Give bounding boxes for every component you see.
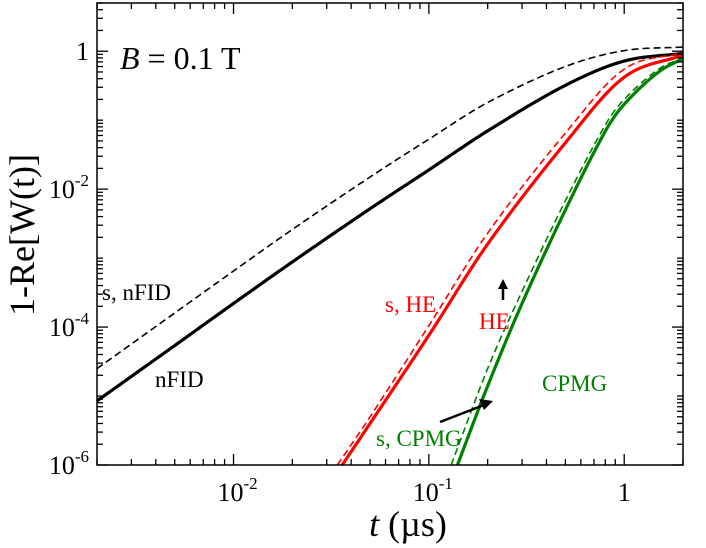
annotation-nfid: nFID — [155, 367, 204, 392]
x-tick-label-base: 1 — [618, 478, 631, 507]
x-axis-title-unit: (µs) — [379, 504, 447, 544]
y-tick-label: 10-2 — [49, 171, 89, 204]
curves-layer — [97, 46, 683, 465]
series-line-he — [340, 53, 683, 465]
x-tick-label: 10-1 — [413, 474, 453, 507]
x-tick-label-exponent: -2 — [243, 474, 257, 493]
plot-frame — [96, 2, 684, 466]
annotation-he: HE — [479, 309, 510, 334]
annotation-s-cpmg: s, CPMG — [376, 426, 462, 451]
y-tick-label: 10-4 — [49, 309, 90, 342]
x-tick-label-exponent: -1 — [439, 474, 453, 493]
series-line-s-cpmg — [450, 57, 683, 465]
y-axis-title: 1-Re[W(t)] — [2, 154, 42, 316]
y-tick-label-base: 1 — [76, 37, 89, 66]
y-tick-label-base: 10 — [49, 451, 75, 480]
y-tick-label: 1 — [76, 37, 89, 66]
field-label-var: B — [120, 40, 140, 76]
annotation-s-nfid: s, nFID — [102, 280, 171, 305]
field-label: B = 0.1 T — [120, 40, 241, 76]
x-axis-title-var: t — [369, 504, 380, 544]
ticks-layer: 10-2 10-1 110-610-410-21 — [49, 2, 684, 507]
x-axis-title: t (µs) — [369, 504, 447, 544]
x-tick-label: 10-2 — [217, 474, 257, 507]
annotation-cpmg: CPMG — [542, 371, 607, 396]
x-tick-label: 1 — [618, 478, 631, 507]
arrow-he-head — [498, 279, 508, 289]
arrow-cpmg-head — [479, 399, 493, 410]
arrow-cpmg-shaft — [439, 403, 485, 424]
field-label-rest: = 0.1 T — [140, 40, 241, 76]
y-tick-label-exponent: -4 — [75, 309, 90, 328]
y-tick-label-base: 10 — [49, 313, 75, 342]
series-line-s-he — [336, 51, 683, 465]
y-tick-label-exponent: -6 — [75, 447, 89, 466]
x-tick-label-base: 10 — [413, 478, 439, 507]
y-tick-label-exponent: -2 — [75, 171, 89, 190]
x-tick-label-base: 10 — [217, 478, 243, 507]
y-tick-label: 10-6 — [49, 447, 89, 480]
series-line-cpmg — [455, 57, 683, 465]
series-line-s-nfid — [97, 46, 683, 370]
annotation-s-he: s, HE — [385, 292, 436, 317]
series-line-nfid — [97, 51, 683, 403]
y-tick-label-base: 10 — [49, 175, 75, 204]
